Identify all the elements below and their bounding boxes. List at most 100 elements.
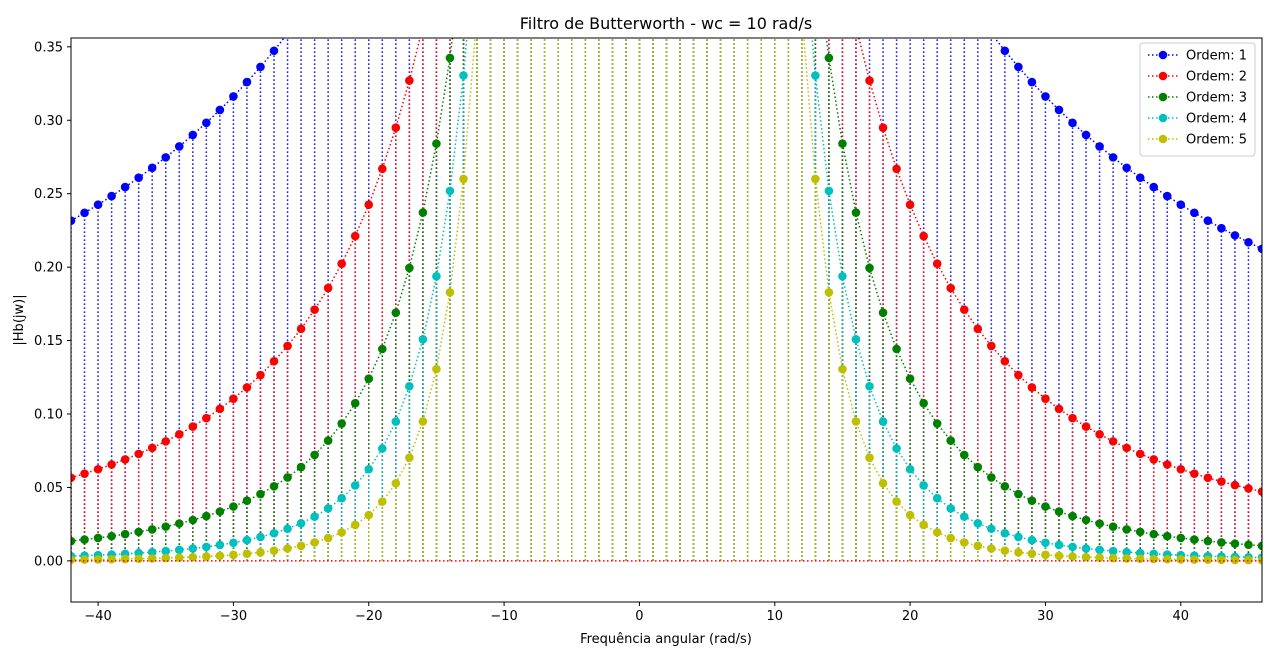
- data-point: [1244, 237, 1253, 247]
- data-point: [1068, 542, 1077, 552]
- data-point: [1230, 555, 1240, 565]
- data-point: [959, 538, 969, 547]
- data-point: [1230, 480, 1240, 490]
- data-point: [1041, 502, 1050, 511]
- data-point: [350, 231, 360, 241]
- data-point: [188, 544, 198, 553]
- data-point: [946, 283, 956, 293]
- data-point: [242, 549, 252, 559]
- data-point: [905, 510, 915, 520]
- data-point: [377, 344, 387, 354]
- data-point: [147, 547, 157, 557]
- data-point: [1041, 538, 1050, 548]
- data-point: [1149, 554, 1159, 564]
- data-point: [147, 163, 157, 173]
- legend-label: Ordem: 2: [1186, 70, 1247, 85]
- data-point: [391, 308, 401, 317]
- data-point: [919, 231, 928, 241]
- data-point: [283, 473, 292, 482]
- data-point: [824, 186, 834, 196]
- data-point: [337, 528, 346, 537]
- data-point: [1122, 525, 1131, 534]
- data-point: [432, 271, 441, 281]
- data-point: [1000, 546, 1010, 555]
- data-point: [310, 450, 319, 460]
- data-point: [865, 453, 874, 462]
- data-point: [1203, 473, 1213, 483]
- data-point: [1244, 540, 1253, 550]
- data-point: [242, 496, 252, 506]
- data-point: [188, 130, 198, 140]
- data-point: [134, 173, 143, 182]
- data-point: [350, 481, 360, 490]
- legend-label: Ordem: 1: [1186, 49, 1247, 64]
- data-point: [229, 92, 238, 101]
- data-point: [120, 554, 130, 564]
- legend-marker: [1158, 92, 1168, 102]
- data-point: [878, 417, 888, 426]
- data-point: [120, 455, 130, 464]
- data-point: [323, 436, 333, 445]
- data-point: [1244, 484, 1253, 493]
- data-point: [1108, 153, 1118, 162]
- data-point: [1149, 182, 1159, 192]
- data-point: [269, 482, 279, 491]
- data-point: [1257, 244, 1262, 254]
- data-point: [256, 548, 265, 557]
- data-point: [1068, 552, 1077, 561]
- series-line: [71, 38, 1262, 250]
- data-point: [1054, 105, 1064, 115]
- data-point: [973, 541, 983, 551]
- data-point: [418, 417, 428, 426]
- data-point: [1230, 539, 1240, 548]
- data-point: [905, 200, 915, 209]
- data-point: [337, 259, 346, 268]
- data-point: [1000, 482, 1010, 491]
- data-point: [1054, 404, 1064, 414]
- data-point: [1149, 455, 1159, 464]
- data-point: [1217, 223, 1226, 233]
- data-point: [851, 417, 861, 426]
- data-point: [391, 417, 401, 426]
- data-point: [71, 216, 76, 225]
- x-tick-label: 0: [635, 609, 643, 624]
- data-point: [1190, 208, 1199, 218]
- data-point: [1068, 511, 1077, 521]
- data-point: [242, 535, 252, 545]
- data-point: [878, 478, 888, 488]
- data-point: [377, 164, 387, 174]
- data-point: [161, 553, 171, 563]
- data-point: [1027, 549, 1037, 559]
- data-point: [919, 481, 928, 490]
- data-point: [1081, 515, 1091, 525]
- data-point: [134, 449, 143, 459]
- data-point: [824, 53, 834, 63]
- data-point: [71, 536, 76, 546]
- y-tick-label: 0.00: [34, 554, 63, 569]
- legend-marker: [1158, 113, 1168, 123]
- data-point: [432, 364, 441, 374]
- data-point: [269, 546, 279, 555]
- data-point: [987, 524, 996, 534]
- y-tick-label: 0.30: [34, 114, 63, 129]
- data-point: [405, 76, 414, 85]
- data-point: [1081, 422, 1091, 431]
- data-point: [120, 182, 130, 192]
- data-point: [1108, 546, 1118, 556]
- data-point: [946, 504, 956, 513]
- data-point: [1000, 356, 1010, 366]
- legend-label: Ordem: 4: [1186, 112, 1247, 127]
- series-line: [71, 38, 1262, 559]
- data-point: [215, 105, 225, 115]
- data-point: [1176, 533, 1186, 543]
- y-tick-label: 0.35: [34, 40, 63, 55]
- x-tick-label: 30: [1037, 609, 1054, 624]
- data-point: [892, 164, 901, 174]
- data-point: [905, 374, 915, 383]
- data-point: [174, 553, 184, 562]
- data-point: [310, 538, 319, 547]
- data-point: [1014, 62, 1023, 72]
- data-point: [459, 174, 468, 184]
- x-tick-label: −30: [220, 609, 247, 624]
- data-point: [93, 555, 103, 564]
